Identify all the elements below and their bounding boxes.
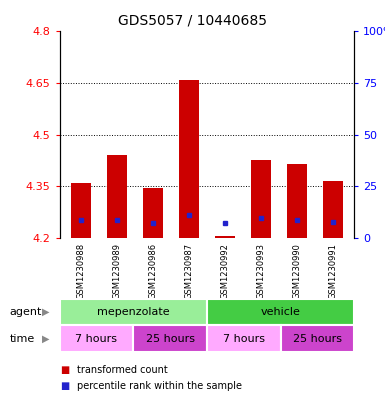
Text: 25 hours: 25 hours: [293, 334, 342, 344]
Bar: [287, 164, 306, 238]
Bar: [71, 183, 91, 238]
Text: GSM1230992: GSM1230992: [220, 242, 229, 299]
Bar: [251, 160, 271, 238]
Text: GSM1230991: GSM1230991: [328, 242, 337, 299]
Bar: [133, 325, 207, 352]
Text: mepenzolate: mepenzolate: [97, 307, 170, 317]
Text: time: time: [10, 334, 35, 344]
Text: ■: ■: [60, 365, 69, 375]
Text: 7 hours: 7 hours: [223, 334, 265, 344]
Text: GSM1230986: GSM1230986: [149, 242, 157, 299]
Bar: [323, 181, 343, 238]
Text: 7 hours: 7 hours: [75, 334, 117, 344]
Text: vehicle: vehicle: [261, 307, 301, 317]
Bar: [107, 155, 127, 238]
Text: GSM1230989: GSM1230989: [113, 242, 122, 299]
Text: ▶: ▶: [42, 334, 49, 344]
Text: agent: agent: [10, 307, 42, 317]
Text: GSM1230987: GSM1230987: [184, 242, 194, 299]
Bar: [207, 299, 354, 325]
Text: ■: ■: [60, 380, 69, 391]
Text: 25 hours: 25 hours: [146, 334, 195, 344]
Text: transformed count: transformed count: [77, 365, 168, 375]
Bar: [179, 79, 199, 238]
Bar: [207, 325, 281, 352]
Text: GSM1230990: GSM1230990: [292, 242, 301, 299]
Bar: [60, 325, 133, 352]
Bar: [143, 188, 163, 238]
Bar: [281, 325, 354, 352]
Text: GSM1230988: GSM1230988: [77, 242, 86, 299]
Text: GSM1230993: GSM1230993: [256, 242, 265, 299]
Text: percentile rank within the sample: percentile rank within the sample: [77, 380, 242, 391]
Text: GDS5057 / 10440685: GDS5057 / 10440685: [118, 14, 267, 28]
Text: ▶: ▶: [42, 307, 49, 317]
Bar: [60, 299, 207, 325]
Bar: [215, 236, 235, 238]
